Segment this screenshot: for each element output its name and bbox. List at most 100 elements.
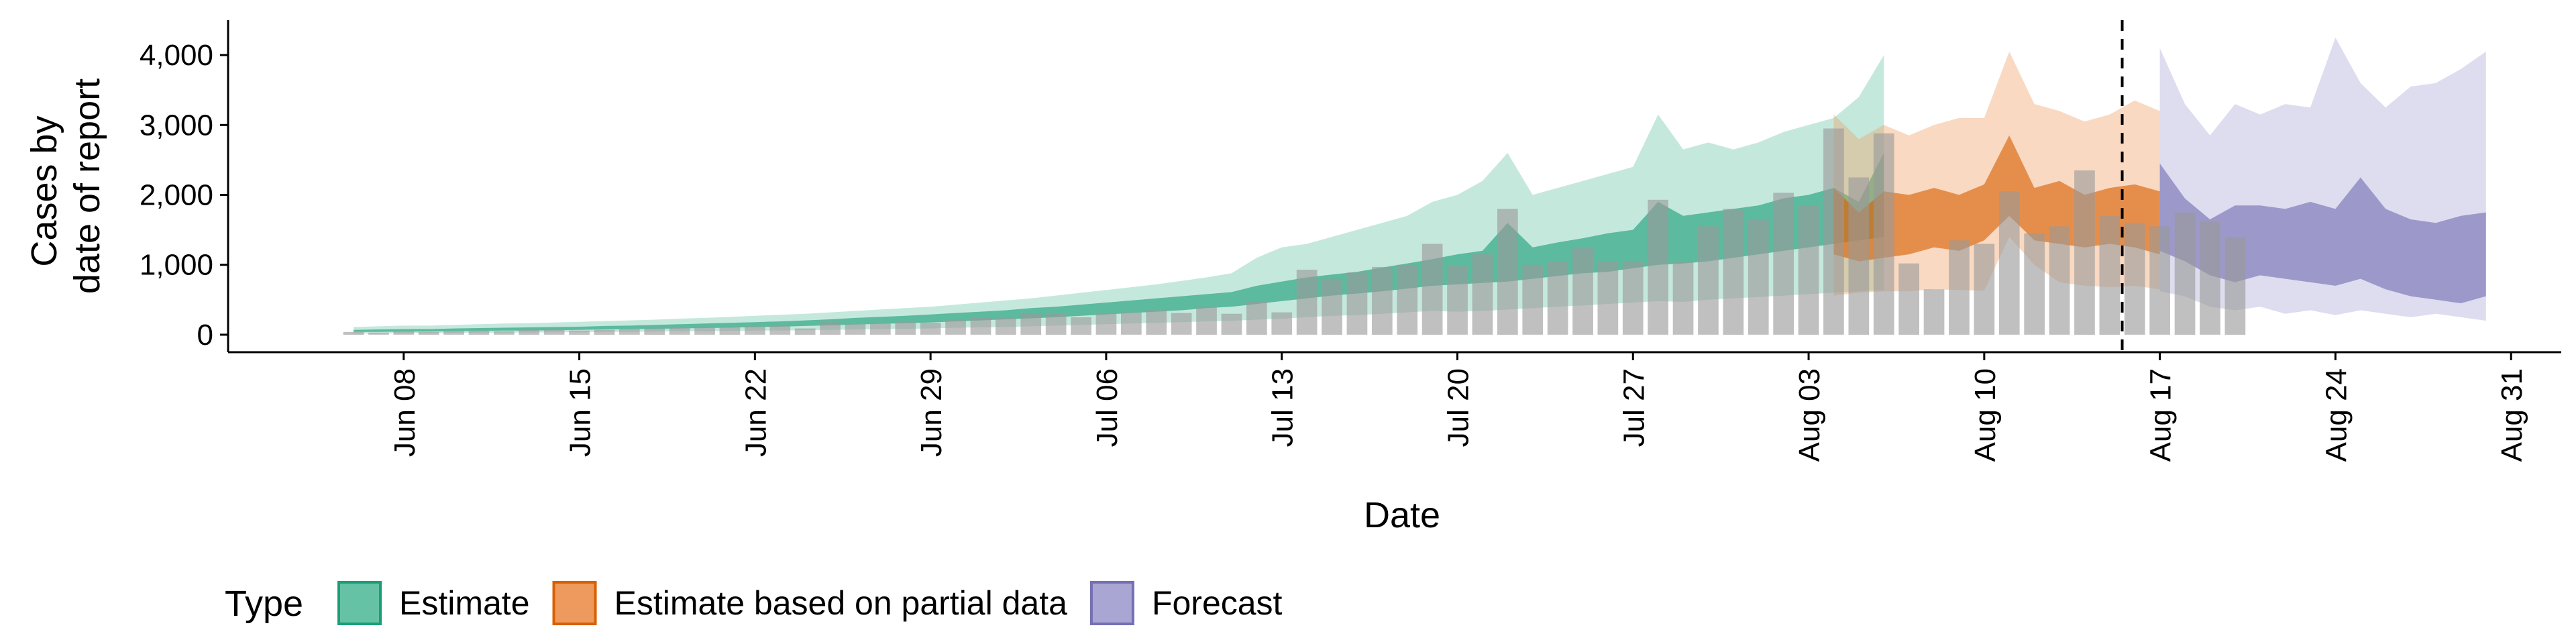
reported-cases-bar <box>996 317 1016 335</box>
reported-cases-bar <box>769 325 791 335</box>
reported-cases-bar <box>1472 254 1493 335</box>
reported-cases-bar <box>1648 199 1668 335</box>
legend-key-estimate-based-on-partial-data <box>552 581 597 625</box>
reported-cases-bar <box>494 331 515 335</box>
x-tick-label: Aug 24 <box>2320 368 2353 462</box>
x-tick-label: Jul 27 <box>1617 368 1650 447</box>
reported-cases-bar <box>2200 221 2220 335</box>
reported-cases-bar <box>1421 244 1443 335</box>
y-tick-label: 4,000 <box>140 39 213 72</box>
reported-cases-bar <box>2074 170 2095 335</box>
reported-cases-bar <box>1698 226 1719 335</box>
reported-cases-bar <box>1622 261 1644 335</box>
reported-cases-bar <box>1071 317 1091 335</box>
reported-cases-bar <box>1322 278 1342 335</box>
reported-cases-bar <box>2124 223 2145 335</box>
x-tick-label: Jun 22 <box>739 368 772 457</box>
reported-cases-bar <box>1020 313 1042 335</box>
reported-cases-bar <box>1196 307 1217 335</box>
y-tick-label: 3,000 <box>140 109 213 142</box>
reported-cases-bar <box>845 324 866 335</box>
reported-cases-bar <box>1547 261 1568 335</box>
x-tick-label: Jun 15 <box>564 368 597 457</box>
reported-cases-bar <box>1271 312 1293 335</box>
reported-cases-bar <box>1873 133 1894 335</box>
legend-label: Estimate based on partial data <box>614 584 1068 622</box>
reported-cases-bar <box>2099 215 2121 335</box>
legend-label: Forecast <box>1152 584 1283 622</box>
reported-cases-bar <box>1171 313 1192 335</box>
reported-cases-bar <box>1998 191 2020 335</box>
reported-cases-bar <box>1773 193 1794 335</box>
reported-cases-bar <box>1823 128 1844 335</box>
x-tick-label: Aug 31 <box>2496 368 2528 462</box>
axes: 0 1,000 2,000 3,000 4,000 Jun 08 Jun 15 Jun 22 J… <box>140 20 2561 462</box>
reported-cases-bar <box>1848 177 1870 335</box>
reported-cases-bar <box>719 327 741 335</box>
reported-cases-bar <box>669 327 690 335</box>
x-tick-label: Jul 20 <box>1442 368 1475 447</box>
legend-title: Type <box>225 584 303 624</box>
reported-cases-bar <box>443 331 464 335</box>
reported-cases-bar <box>1748 219 1769 335</box>
reported-cases-bar <box>820 322 841 335</box>
y-tick-label: 2,000 <box>140 179 213 212</box>
y-tick-label: 0 <box>197 319 213 352</box>
reported-cases-bar <box>1397 264 1418 335</box>
x-axis-title: Date <box>1364 495 1440 535</box>
reported-cases-bar <box>644 328 665 335</box>
reported-cases-bar <box>1346 272 1368 335</box>
x-tick-label: Aug 03 <box>1793 368 1826 462</box>
reported-cases-bar <box>694 327 715 335</box>
reported-cases-bar <box>1974 244 1995 335</box>
reported-cases-bar <box>745 326 765 335</box>
reported-cases-bar <box>2174 212 2196 335</box>
reported-cases-bar <box>945 319 966 335</box>
reported-cases-bar <box>870 323 891 335</box>
reported-cases-bar <box>1572 247 1593 335</box>
x-tick-label: Jun 08 <box>388 368 421 457</box>
y-axis-title: Cases by date of report <box>24 78 107 294</box>
x-tick-label: Jun 29 <box>915 368 948 457</box>
reported-cases-bar <box>1372 266 1393 335</box>
legend-key-forecast <box>1089 581 1134 625</box>
reported-cases-bar <box>1246 302 1267 335</box>
reported-cases-bar <box>519 329 540 335</box>
reported-cases-bar <box>619 329 640 335</box>
reported-cases-bar <box>1221 313 1242 335</box>
x-tick-label: Aug 17 <box>2145 368 2178 462</box>
legend-label: Estimate <box>399 584 530 622</box>
reported-cases-bar <box>393 331 415 335</box>
reported-cases-bar <box>543 329 565 335</box>
reported-cases-bar <box>1447 266 1468 335</box>
reported-cases-bar <box>1522 264 1544 335</box>
reported-cases-bar <box>1798 205 1819 335</box>
reported-cases-bar <box>468 330 490 335</box>
reported-cases-bar <box>2024 233 2045 335</box>
y-axis-title-line-2: date of report <box>67 78 107 294</box>
estimate-50-ribbon <box>354 153 1884 332</box>
reported-cases-bar <box>2149 226 2170 335</box>
reported-cases-bar <box>418 331 439 335</box>
reported-cases-bar <box>569 330 590 335</box>
reported-cases-bar <box>1723 209 1744 335</box>
legend: Type Estimate Estimate based on partial d… <box>225 581 1283 625</box>
reported-cases-bar <box>1045 313 1067 335</box>
reported-cases-bar <box>920 323 941 335</box>
reported-cases-bar <box>2049 226 2070 335</box>
reported-cases-bar <box>1146 310 1167 335</box>
x-tick-label: Jul 06 <box>1091 368 1124 447</box>
y-axis-title-line-1: Cases by <box>24 115 64 266</box>
reported-cases-bar <box>1597 261 1619 335</box>
reported-cases-bar <box>368 332 389 335</box>
reported-cases-bar <box>1949 240 1970 335</box>
reported-cases-bar <box>1923 289 1945 335</box>
x-tick-label: Aug 10 <box>1969 368 2002 462</box>
reported-cases-bar <box>1898 263 1919 335</box>
reported-cases-bar <box>1296 270 1318 335</box>
plot-panel <box>343 20 2486 352</box>
reported-cases-bar <box>794 328 816 335</box>
reported-cases-bar <box>1672 261 1694 335</box>
y-tick-label: 1,000 <box>140 249 213 282</box>
